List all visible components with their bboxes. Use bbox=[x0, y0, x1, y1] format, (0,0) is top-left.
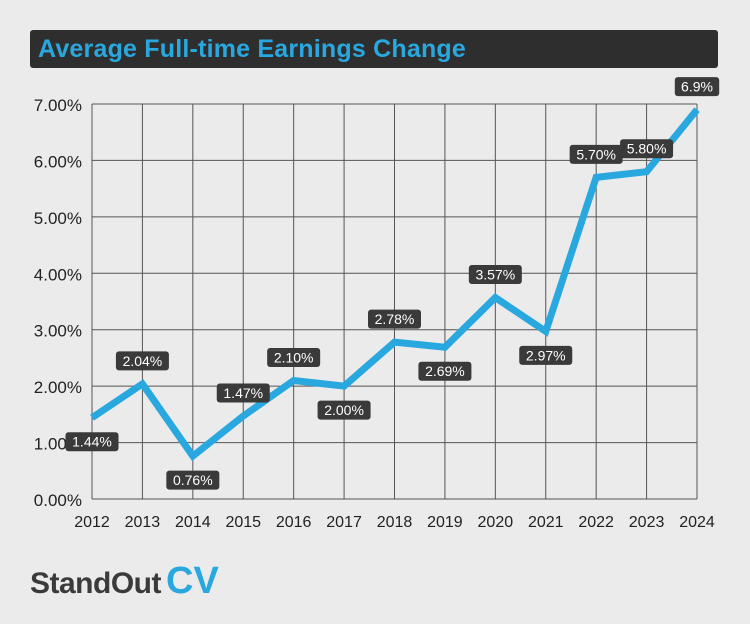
x-tick-label: 2017 bbox=[326, 514, 362, 531]
data-label-box bbox=[216, 383, 270, 403]
data-label-box bbox=[519, 345, 573, 365]
y-tick-label: 6.00% bbox=[34, 152, 82, 171]
x-tick-label: 2018 bbox=[377, 514, 413, 531]
x-tick-label: 2019 bbox=[427, 514, 463, 531]
data-label-box bbox=[267, 348, 321, 367]
x-tick-label: 2014 bbox=[175, 514, 211, 531]
x-tick-label: 2015 bbox=[225, 514, 261, 531]
data-label: 6.9% bbox=[681, 79, 713, 95]
brand-logo: StandOut CV bbox=[30, 560, 219, 603]
brand-accent: CV bbox=[166, 560, 219, 602]
x-tick-label: 2022 bbox=[578, 514, 614, 531]
data-label-box bbox=[368, 309, 421, 329]
data-label: 1.44% bbox=[72, 434, 112, 450]
data-label: 2.00% bbox=[324, 402, 364, 418]
y-tick-label: 4.00% bbox=[34, 265, 82, 284]
y-tick-label: 5.00% bbox=[34, 209, 82, 228]
data-label-box bbox=[418, 361, 472, 381]
line-chart: 0.00%1.00%2.00%3.00%4.00%5.00%6.00%7.00%… bbox=[34, 77, 720, 531]
data-label: 2.97% bbox=[526, 347, 566, 363]
x-tick-label: 2020 bbox=[478, 514, 514, 531]
x-tick-label: 2013 bbox=[125, 514, 161, 531]
data-label: 3.57% bbox=[475, 267, 515, 283]
data-label-box bbox=[468, 265, 522, 285]
x-tick-label: 2016 bbox=[276, 514, 312, 531]
y-tick-label: 3.00% bbox=[34, 322, 82, 341]
data-label: 2.10% bbox=[274, 350, 314, 366]
data-label: 0.76% bbox=[173, 472, 213, 488]
x-tick-label: 2012 bbox=[74, 514, 110, 531]
data-label-box bbox=[674, 77, 720, 97]
y-tick-label: 2.00% bbox=[34, 378, 82, 397]
series-line bbox=[90, 107, 700, 462]
brand-name: StandOut bbox=[30, 567, 162, 600]
data-label: 2.69% bbox=[425, 363, 465, 379]
y-tick-label: 0.00% bbox=[34, 491, 82, 510]
x-tick-label: 2021 bbox=[528, 514, 564, 531]
chart-title-bar: Average Full-time Earnings Change bbox=[30, 30, 718, 68]
x-tick-label: 2023 bbox=[629, 514, 665, 531]
data-label-box bbox=[620, 139, 674, 159]
data-label: 2.78% bbox=[375, 311, 415, 327]
data-label-box bbox=[569, 144, 623, 164]
data-label: 2.04% bbox=[123, 353, 163, 369]
data-label: 5.80% bbox=[627, 141, 667, 157]
data-label: 5.70% bbox=[576, 146, 616, 162]
data-label-box bbox=[115, 351, 169, 371]
data-label-box bbox=[65, 432, 119, 452]
data-label-box bbox=[166, 470, 220, 490]
data-label-box bbox=[317, 400, 371, 420]
x-tick-label: 2024 bbox=[679, 514, 715, 531]
y-tick-label: 7.00% bbox=[34, 96, 82, 115]
data-label: 1.47% bbox=[223, 385, 263, 401]
chart-title: Average Full-time Earnings Change bbox=[38, 34, 466, 63]
